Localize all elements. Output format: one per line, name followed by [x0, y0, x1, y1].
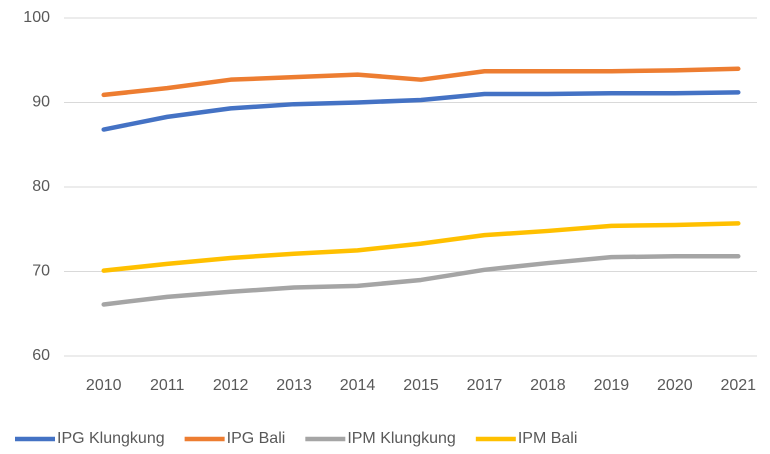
- x-tick-label: 2018: [530, 377, 566, 394]
- x-tick-label: 2014: [340, 377, 376, 394]
- line-series: [101, 221, 741, 273]
- line-series: [101, 66, 741, 98]
- legend-label: IPG Bali: [227, 430, 286, 447]
- legend-label: IPG Klungkung: [57, 430, 165, 447]
- x-tick-label: 2011: [150, 377, 185, 394]
- x-tick-label: 2021: [720, 377, 756, 394]
- x-tick-label: 2017: [467, 377, 503, 394]
- y-tick-label: 100: [23, 9, 50, 26]
- x-tick-label: 2010: [86, 377, 122, 394]
- x-tick-label: 2019: [594, 377, 630, 394]
- legend-label: IPM Klungkung: [347, 430, 456, 447]
- y-tick-label: 80: [32, 178, 50, 195]
- line-series: [101, 254, 741, 307]
- y-tick-label: 70: [32, 263, 50, 280]
- y-tick-label: 60: [32, 347, 50, 364]
- line-series: [101, 90, 741, 132]
- x-tick-label: 2015: [403, 377, 439, 394]
- y-tick-label: 90: [32, 94, 50, 111]
- x-tick-label: 2020: [657, 377, 693, 394]
- x-tick-label: 2013: [276, 377, 312, 394]
- x-tick-label: 2012: [213, 377, 249, 394]
- legend-label: IPM Bali: [518, 430, 578, 447]
